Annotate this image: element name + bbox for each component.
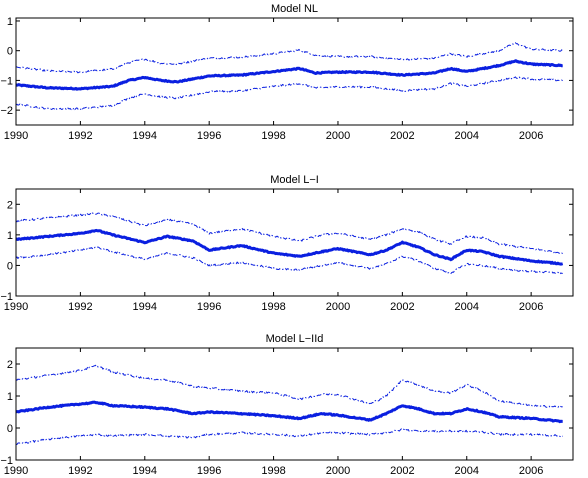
plot-frame (15, 188, 574, 297)
estimate-line (16, 59, 564, 91)
lower-band-line (16, 428, 563, 445)
x-tick-label: 2004 (455, 130, 479, 142)
x-tick-label: 1994 (133, 465, 157, 477)
y-tick-label: 0 (7, 423, 13, 435)
x-tick-label: 2002 (390, 301, 414, 313)
x-tick-label: 1992 (68, 130, 92, 142)
lower-band-line (16, 246, 563, 275)
y-tick-label: 1 (7, 16, 13, 28)
x-tick-label: 2004 (455, 465, 479, 477)
y-tick-label: 0 (7, 260, 13, 272)
y-tick-label: 2 (7, 199, 13, 211)
x-tick-label: 2002 (390, 465, 414, 477)
subplot-title: Model L−IId (266, 333, 324, 345)
y-tick-label: 1 (7, 230, 13, 242)
subplot-title: Model NL (271, 3, 318, 15)
x-tick-label: 2006 (519, 301, 543, 313)
y-tick-label: −2 (0, 105, 13, 117)
x-tick-label: 1998 (261, 301, 285, 313)
plot-frame (15, 17, 574, 126)
y-tick-label: −1 (0, 75, 13, 87)
x-tick-label: 1990 (4, 465, 28, 477)
estimate-line (16, 228, 564, 266)
x-tick-label: 1998 (261, 465, 285, 477)
subplot-model-l-i: Model L−I 1990 1992 1994 1996 1998 2000 2002 20… (0, 174, 574, 313)
x-tick-label: 1996 (197, 301, 221, 313)
subplot-model-nl: Model NL 1990 1992 1994 1996 1998 2000 2002 200… (0, 3, 574, 142)
x-tick-label: 2006 (519, 465, 543, 477)
x-tick-label: 2000 (326, 465, 350, 477)
x-tick-label: 1990 (4, 130, 28, 142)
lower-band-line (16, 76, 564, 111)
series-group (16, 42, 564, 111)
y-tick-label: 1 (7, 391, 13, 403)
estimate-line (16, 400, 564, 424)
x-tick-label: 1990 (4, 301, 28, 313)
upper-band-line (16, 364, 563, 408)
x-tick-label: 2006 (519, 130, 543, 142)
x-tick-label: 2002 (390, 130, 414, 142)
y-tick-label: 0 (7, 46, 13, 58)
x-tick-label: 1994 (133, 130, 157, 142)
x-tick-label: 2004 (455, 301, 479, 313)
y-tick-label: 2 (7, 359, 13, 371)
x-tick-label: 2000 (326, 301, 350, 313)
plot-frame (15, 347, 574, 461)
x-tick-label: 1996 (197, 465, 221, 477)
x-tick-label: 1998 (261, 130, 285, 142)
x-tick-label: 1992 (68, 301, 92, 313)
x-tick-label: 1996 (197, 130, 221, 142)
y-tick-label: −1 (0, 455, 13, 467)
upper-band-line (16, 212, 563, 255)
x-tick-label: 1994 (133, 301, 157, 313)
y-tick-label: −1 (0, 291, 13, 303)
series-group (16, 364, 564, 445)
upper-band-line (16, 42, 564, 74)
subplot-title: Model L−I (270, 174, 319, 186)
x-tick-label: 1992 (68, 465, 92, 477)
subplot-model-l-iid: Model L−IId 1990 1992 1994 1996 1998 2000 2002… (0, 333, 574, 477)
x-tick-label: 2000 (326, 130, 350, 142)
series-group (16, 212, 564, 275)
